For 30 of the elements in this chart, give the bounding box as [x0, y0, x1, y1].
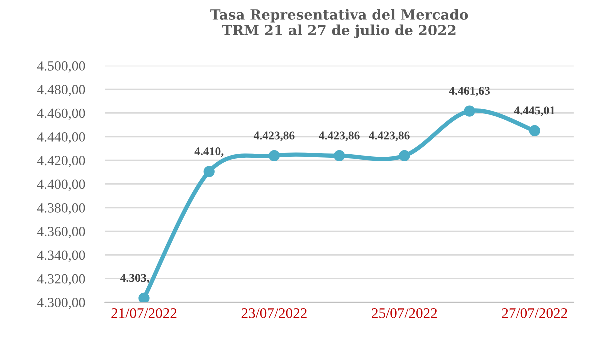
- point: [268, 150, 280, 162]
- data-label: 4.445,01: [514, 106, 555, 116]
- point: [334, 150, 346, 162]
- point: [464, 106, 476, 117]
- x-tick-label: 23/07/2022: [242, 308, 307, 318]
- point: [204, 166, 215, 178]
- x-tick-label: 21/07/2022: [112, 308, 177, 318]
- y-tick-label: 4.300,00: [37, 298, 86, 310]
- y-tick-label: 4.400,00: [37, 180, 86, 192]
- x-tick-label: 25/07/2022: [372, 308, 438, 318]
- y-tick-label: 4.460,00: [37, 108, 86, 120]
- y-tick-label: 4.320,00: [37, 274, 86, 286]
- y-tick-label: 4.440,00: [37, 132, 86, 144]
- y-tick-label: 4.380,00: [37, 203, 86, 215]
- y-tick-label: 4.500,00: [37, 61, 86, 73]
- y-tick-label: 4.420,00: [37, 156, 86, 168]
- y-tick-label: 4.340,00: [37, 250, 86, 262]
- chart-title: Tasa Representativa del Mercado TRM 21 al 27 de julio de 2022: [210, 9, 468, 38]
- x-tick-label: 27/07/2022: [502, 308, 568, 318]
- data-label: 4.410,: [194, 148, 224, 158]
- data-label: 4.303,: [120, 274, 150, 284]
- data-label: 4.423,86: [319, 132, 360, 142]
- data-label: 4.461,63: [449, 87, 490, 97]
- point: [399, 150, 410, 162]
- point: [138, 292, 150, 303]
- point: [529, 125, 540, 137]
- data-label: 4.423,86: [254, 132, 295, 142]
- data-label: 4.423,86: [369, 132, 410, 142]
- y-tick-label: 4.480,00: [37, 85, 86, 97]
- y-tick-label: 4.360,00: [37, 227, 86, 238]
